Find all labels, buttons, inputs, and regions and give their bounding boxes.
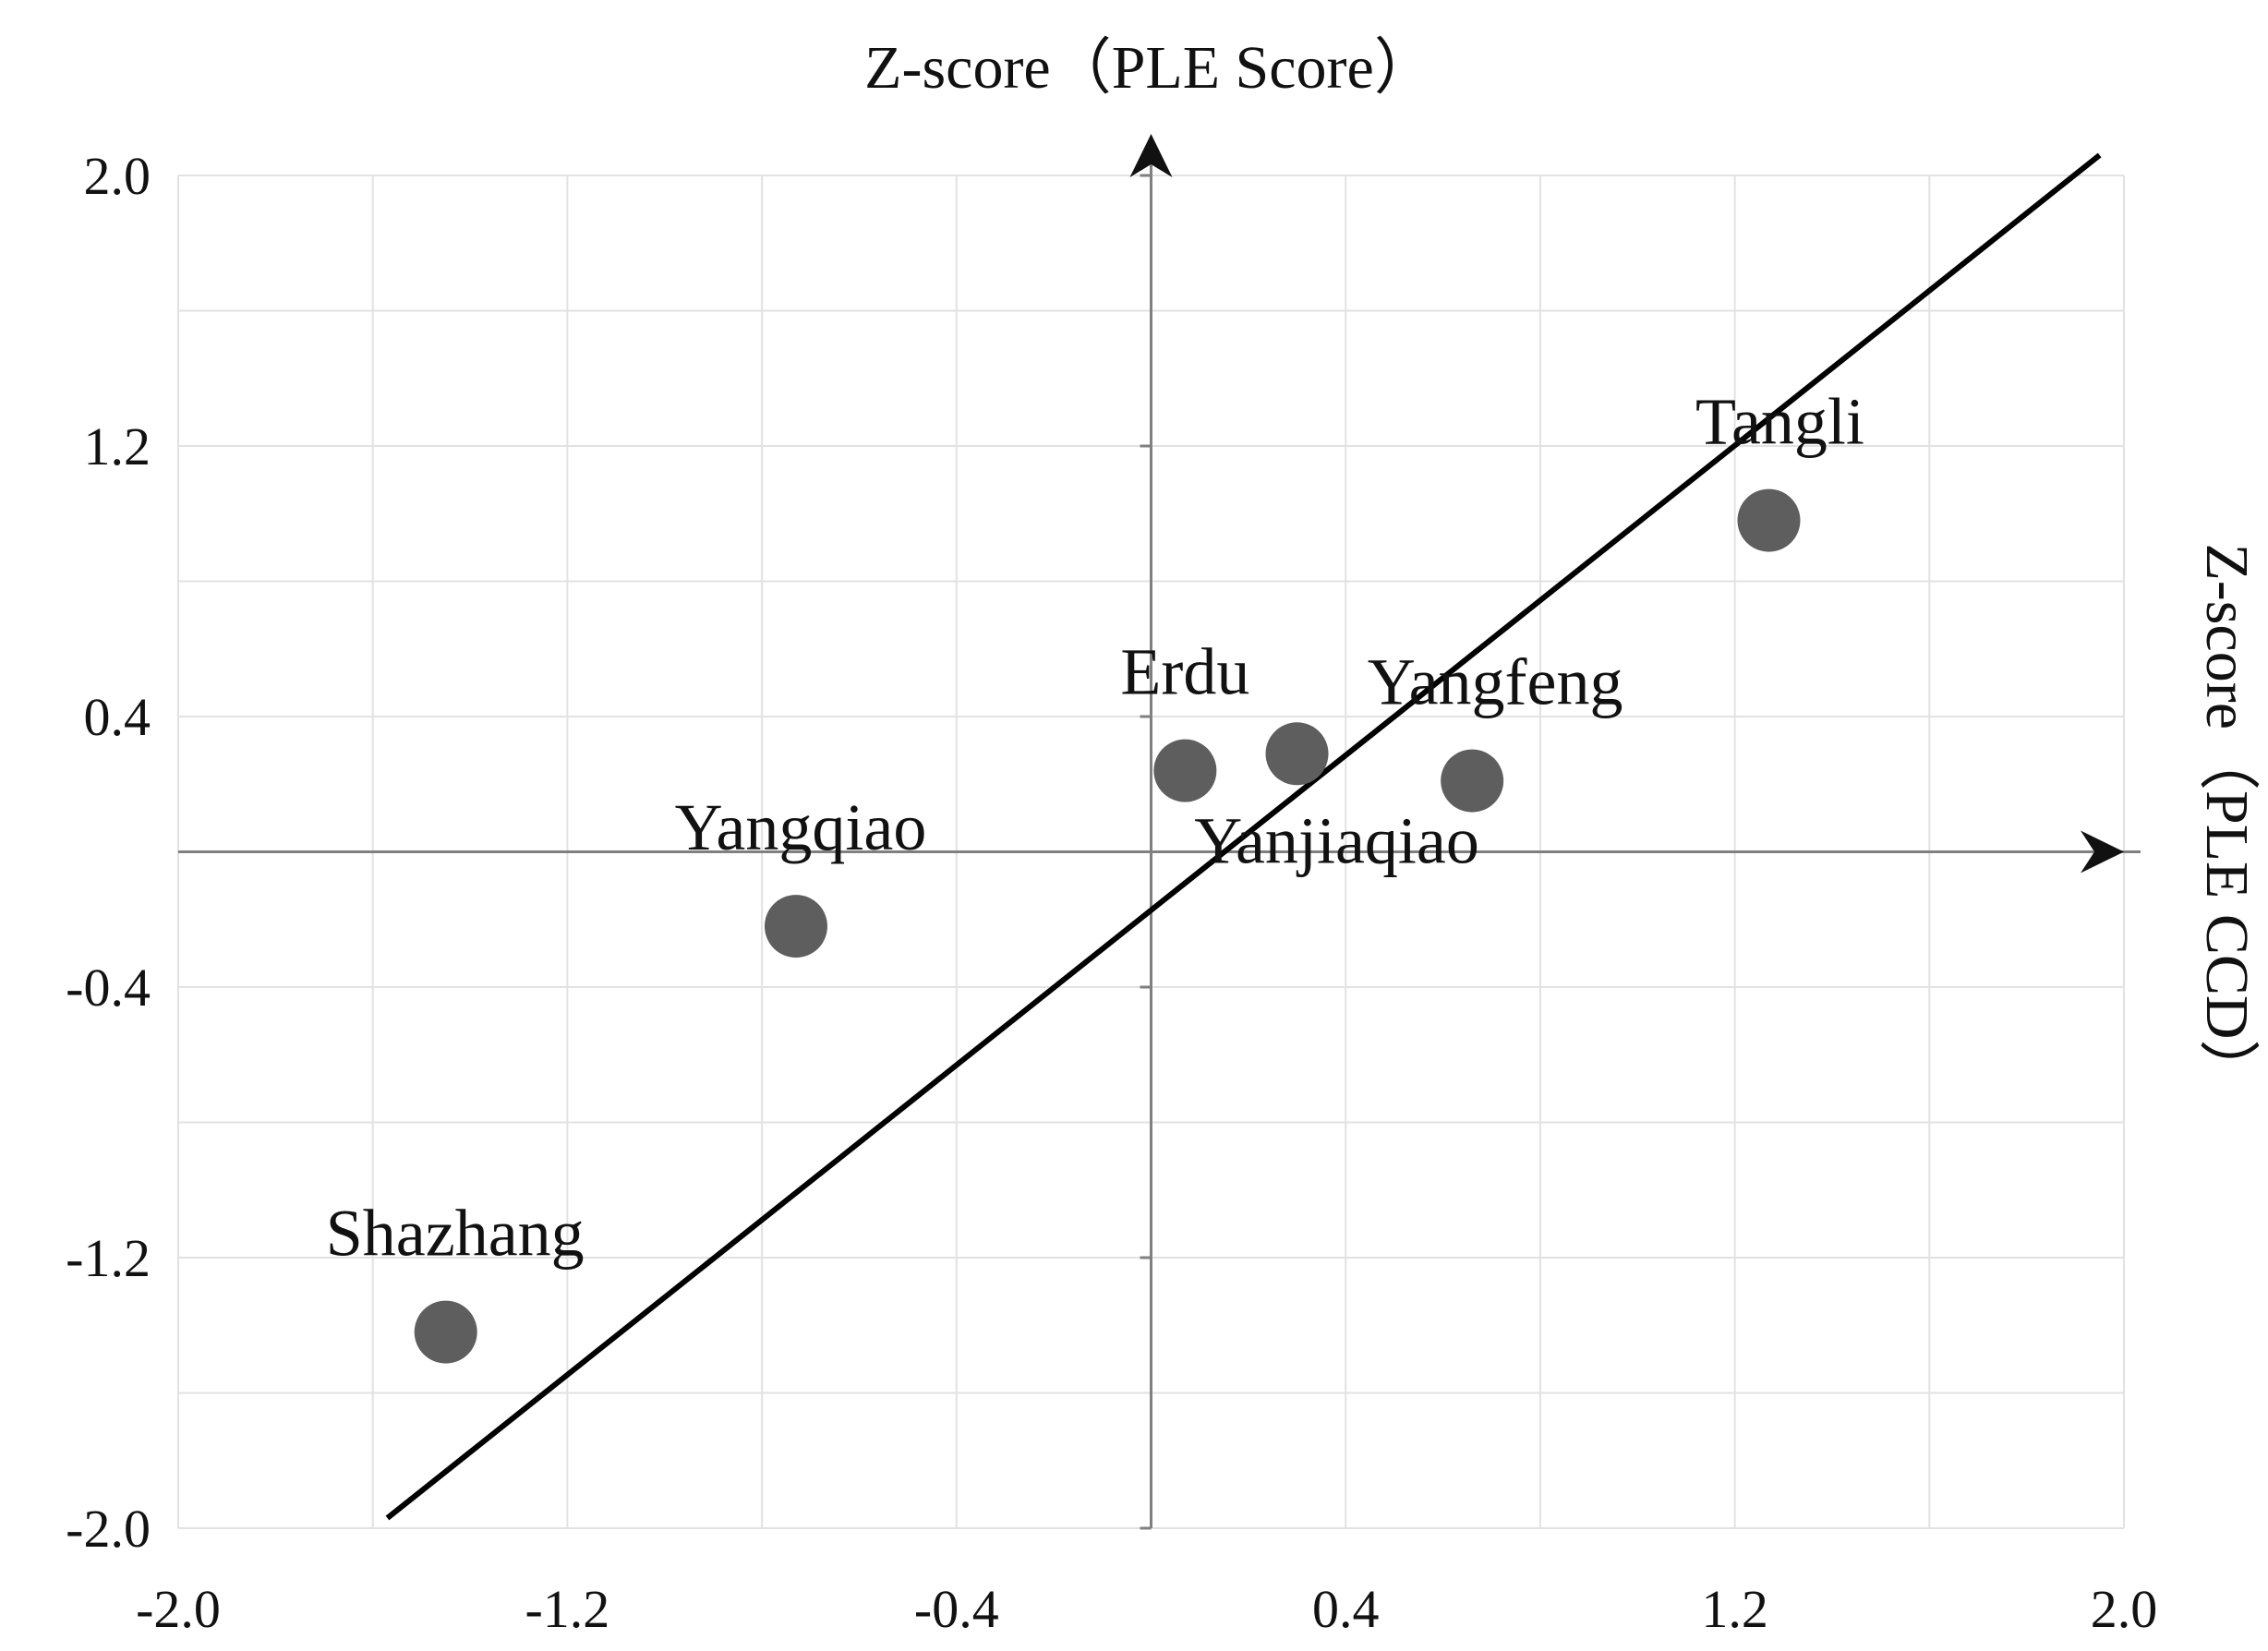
data-point [414, 1300, 477, 1364]
data-point [1153, 739, 1217, 802]
point-labels: Shazhang Yangqiao Erdu Yanjiaqiao Yangfeng Ta… [326, 385, 1864, 1271]
point-label: Shazhang [326, 1197, 585, 1271]
y-tick-label: 0.4 [84, 687, 151, 747]
data-point [1737, 488, 1801, 552]
x-tick-label: 2.0 [2091, 1579, 2158, 1639]
tick-labels: -2.0 -1.2 -0.4 0.4 1.2 2.0 2.0 1.2 0.4 -0.4 -1.2 -2… [66, 146, 2157, 1639]
y-tick-label: -2.0 [66, 1499, 151, 1559]
x-tick-label: 0.4 [1312, 1579, 1380, 1639]
y-tick-label: 1.2 [84, 416, 151, 476]
y-tick-label: 2.0 [84, 146, 151, 206]
y-axis-arrow [1129, 134, 1173, 177]
point-label: Tangli [1695, 385, 1864, 459]
x-tick-label: 1.2 [1701, 1579, 1768, 1639]
data-point [1265, 722, 1329, 786]
data-points [414, 488, 1801, 1364]
point-label: Yangfeng [1368, 645, 1623, 719]
trendline [385, 152, 2102, 1521]
point-label: Erdu [1120, 635, 1249, 709]
x-axis-arrow [2081, 830, 2124, 874]
x-axis-title: Z-score（PLE CCD） [2193, 543, 2261, 1100]
data-point [1441, 749, 1504, 813]
data-point [764, 895, 827, 958]
point-label: Yanjiaqiao [1194, 803, 1479, 877]
trendline-layer [385, 152, 2102, 1521]
x-tick-label: -1.2 [525, 1579, 609, 1639]
y-tick-label: -0.4 [66, 958, 151, 1018]
axes [178, 134, 2141, 1530]
point-label: Yangqiao [675, 790, 927, 864]
x-tick-label: -0.4 [914, 1579, 999, 1639]
x-tick-label: -2.0 [136, 1579, 221, 1639]
y-axis-title: Z-score（PLE Score） [864, 34, 1435, 102]
y-tick-label: -1.2 [66, 1228, 151, 1288]
